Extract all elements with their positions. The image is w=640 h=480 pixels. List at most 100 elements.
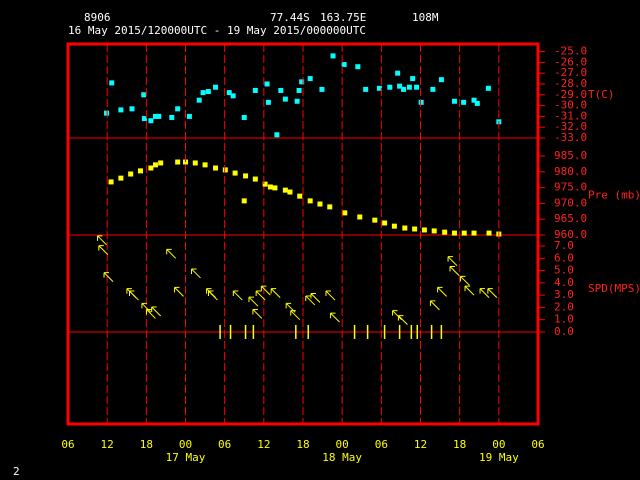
- y-tick-label: 7.0: [554, 239, 574, 252]
- wind-arrow: [129, 290, 139, 301]
- data-point: [213, 165, 219, 171]
- data-point: [241, 114, 247, 120]
- data-point: [461, 99, 467, 105]
- wind-arrow: [487, 288, 498, 298]
- y-tick-label: -28.0: [554, 77, 587, 90]
- data-point: [272, 185, 278, 191]
- data-point: [319, 86, 325, 92]
- data-point: [287, 189, 293, 195]
- y-tick-label: 965.0: [554, 212, 587, 225]
- x-tick-label: 00: [336, 438, 349, 451]
- data-point: [486, 230, 492, 236]
- data-point: [141, 92, 147, 98]
- data-point: [232, 170, 238, 176]
- y-tick-label: 4.0: [554, 276, 574, 289]
- data-point: [412, 226, 418, 232]
- y-tick-label: 0.0: [554, 325, 574, 338]
- data-point: [205, 89, 211, 95]
- date-label: 18 May: [322, 451, 362, 464]
- data-point: [196, 97, 202, 103]
- data-point: [252, 87, 258, 93]
- data-point: [438, 77, 444, 83]
- y-tick-label: -33.0: [554, 131, 587, 144]
- data-point: [141, 116, 147, 122]
- data-point: [262, 181, 268, 187]
- y-tick-label: -31.0: [554, 109, 587, 122]
- data-point: [108, 179, 114, 185]
- data-point: [330, 53, 336, 59]
- elevation: 108M: [412, 11, 439, 24]
- wind-arrow: [392, 310, 402, 321]
- data-point: [152, 162, 158, 168]
- data-point: [363, 86, 369, 92]
- y-tick-label: -27.0: [554, 66, 587, 79]
- wind-arrow: [429, 300, 440, 311]
- y-tick-label: -25.0: [554, 45, 587, 58]
- wind-arrow: [174, 286, 184, 297]
- y-tick-label: 960.0: [554, 228, 587, 241]
- data-point: [175, 159, 181, 165]
- data-point: [471, 97, 477, 103]
- y-tick-label: 985.0: [554, 149, 587, 162]
- y-tick-label: 6.0: [554, 251, 574, 264]
- data-point: [213, 84, 219, 90]
- data-point: [401, 86, 407, 92]
- wind-arrow: [103, 272, 114, 282]
- data-point: [128, 171, 134, 177]
- date-label: 17 May: [166, 451, 206, 464]
- x-tick-label: 18: [140, 438, 153, 451]
- data-point: [109, 80, 115, 86]
- wind-arrow: [437, 286, 447, 297]
- data-point: [410, 76, 416, 82]
- y-tick-label: 2.0: [554, 300, 574, 313]
- data-point: [342, 210, 348, 216]
- data-point: [451, 98, 457, 104]
- wind-arrow: [141, 302, 152, 313]
- data-point: [274, 132, 280, 138]
- date-label: 19 May: [479, 451, 519, 464]
- wind-arrow: [97, 235, 107, 246]
- y-tick-label: -29.0: [554, 88, 587, 101]
- wind-arrow: [290, 310, 301, 321]
- data-point: [327, 204, 333, 210]
- x-tick-label: 06: [531, 438, 544, 451]
- data-point: [414, 84, 420, 90]
- y-tick-label: -26.0: [554, 55, 587, 68]
- y-tick-label: 3.0: [554, 288, 574, 301]
- data-point: [152, 113, 158, 119]
- data-point: [202, 162, 208, 168]
- data-point: [222, 167, 228, 173]
- wind-arrow: [191, 268, 201, 279]
- data-point: [297, 193, 303, 199]
- data-point: [156, 113, 162, 119]
- wind-arrow: [330, 312, 340, 323]
- page-number: 2: [13, 465, 20, 478]
- wind-arrow: [305, 295, 316, 306]
- y-tick-label: 1.0: [554, 313, 574, 326]
- data-point: [421, 227, 427, 233]
- x-tick-label: 00: [492, 438, 505, 451]
- data-point: [397, 83, 403, 89]
- y-tick-label: -32.0: [554, 120, 587, 133]
- data-point: [357, 214, 363, 220]
- data-point: [485, 85, 491, 91]
- data-point: [442, 229, 448, 235]
- station-id: 8906: [84, 11, 111, 24]
- latitude: 77.44S: [270, 11, 310, 24]
- data-point: [183, 159, 188, 165]
- data-point: [241, 198, 247, 204]
- data-point: [243, 173, 249, 179]
- x-tick-label: 18: [296, 438, 309, 451]
- data-point: [387, 84, 393, 90]
- data-point: [402, 225, 408, 231]
- data-point: [265, 99, 271, 105]
- y-tick-label: 970.0: [554, 196, 587, 209]
- data-point: [418, 99, 424, 105]
- wind-arrow: [207, 290, 218, 301]
- y-tick-label: 975.0: [554, 181, 587, 194]
- wind-arrow: [260, 285, 271, 296]
- data-point: [278, 87, 284, 93]
- data-point: [461, 230, 467, 236]
- x-tick-label: 12: [257, 438, 270, 451]
